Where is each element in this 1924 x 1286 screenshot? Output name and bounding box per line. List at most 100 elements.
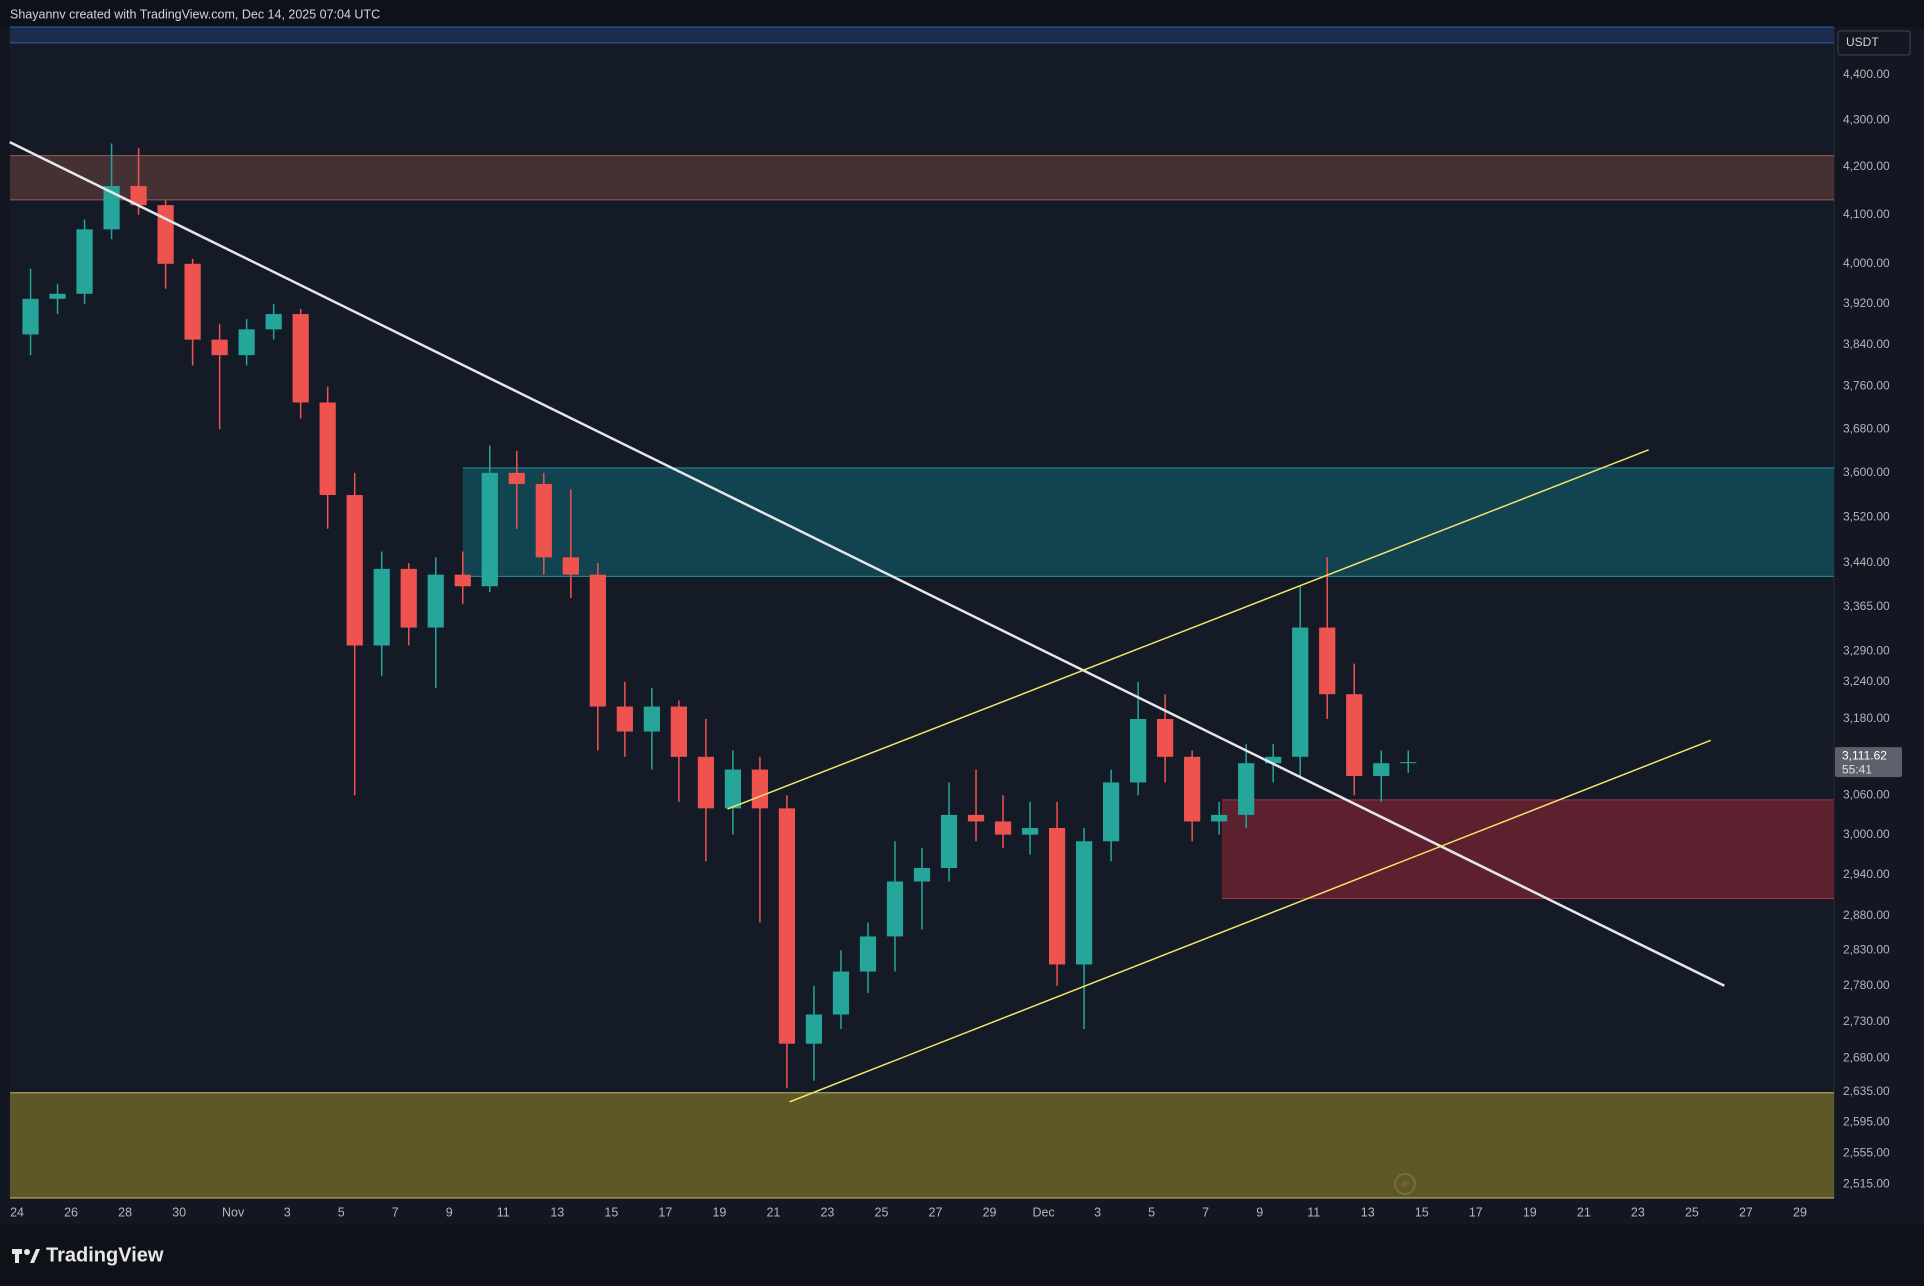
price-zone (1221, 799, 1834, 899)
y-tick-label: 3,920.00 (1843, 296, 1890, 310)
y-tick-label: 4,100.00 (1843, 207, 1890, 221)
candle-body (49, 293, 66, 299)
x-tick-label: 5 (338, 1205, 345, 1219)
candle-body (805, 1014, 823, 1044)
x-tick-label: 11 (497, 1205, 510, 1219)
x-tick-label: 27 (1739, 1205, 1753, 1219)
candle-body (1292, 627, 1309, 757)
brand-name: TradingView (46, 1244, 164, 1266)
y-tick-label: 4,200.00 (1843, 159, 1890, 173)
last-price-box (1835, 747, 1902, 778)
x-tick-label: 17 (658, 1205, 672, 1219)
y-tick-label: 3,180.00 (1843, 711, 1890, 725)
x-tick-label: 9 (1256, 1205, 1263, 1219)
x-tick-label: 23 (1631, 1205, 1645, 1219)
candle-body (481, 472, 498, 587)
trendline (9, 140, 1725, 987)
candle-body (994, 821, 1012, 835)
x-tick-label: 28 (118, 1205, 132, 1219)
trendline (727, 449, 1649, 810)
candle-body (832, 971, 850, 1015)
candle-body (778, 808, 796, 1044)
y-tick-label: 3,680.00 (1843, 421, 1890, 435)
x-tick-label: 19 (712, 1205, 726, 1219)
x-tick-label: 25 (875, 1205, 889, 1219)
candle-body (1373, 763, 1390, 776)
footer-bar (0, 1224, 1924, 1286)
candle-body (1238, 763, 1255, 815)
candle-body (1157, 719, 1174, 757)
y-tick-label: 2,830.00 (1843, 943, 1890, 957)
y-tick-label: 3,365.00 (1843, 599, 1890, 613)
candle-body (1130, 719, 1147, 783)
candle-body (886, 881, 904, 937)
price-zone (10, 155, 1834, 200)
candle-body (670, 706, 687, 757)
candle-body (1319, 627, 1336, 695)
x-tick-label: 23 (820, 1205, 834, 1219)
candle-body (1184, 756, 1201, 822)
candle-body (103, 185, 120, 230)
y-tick-label: 2,680.00 (1843, 1051, 1890, 1065)
candle-body (508, 472, 525, 484)
y-tick-label: 3,000.00 (1843, 827, 1890, 841)
candle-body (751, 769, 769, 809)
x-tick-label: 7 (1202, 1205, 1209, 1219)
candle-body (940, 814, 958, 868)
candle-body (238, 329, 255, 356)
header-credit: Shayannv created with TradingView.com, D… (10, 7, 380, 21)
candle-body (400, 568, 417, 628)
candle-body (22, 298, 39, 335)
y-tick-label: 2,635.00 (1843, 1084, 1890, 1098)
candle-body (859, 936, 877, 972)
candle-body (1102, 782, 1120, 842)
x-tick-label: 21 (766, 1205, 780, 1219)
candle-body (346, 495, 363, 646)
currency-box (1837, 30, 1911, 56)
last-price-label: 3,111.62 (1842, 748, 1887, 762)
candle-body (1211, 814, 1228, 822)
candle-body (454, 574, 471, 587)
x-tick-label: 3 (284, 1205, 291, 1219)
currency-label: USDT (1846, 35, 1879, 49)
price-zone (10, 27, 1834, 43)
x-tick-label: 21 (1577, 1205, 1591, 1219)
price-zone (462, 467, 1834, 577)
candle-body (562, 557, 579, 575)
chart-layer: 4,400.00 4,300.00 4,200.00 4,100.00 4,000.00… (9, 26, 1902, 1219)
x-tick-label: 15 (604, 1205, 618, 1219)
x-tick-label: 5 (1148, 1205, 1155, 1219)
x-tick-label: 9 (446, 1205, 453, 1219)
candle-body (1075, 841, 1093, 965)
x-tick-label: 27 (929, 1205, 943, 1219)
brand-logo (12, 1249, 40, 1263)
y-tick-label: 2,780.00 (1843, 978, 1890, 992)
x-tick-label: 17 (1469, 1205, 1483, 1219)
y-tick-label: 2,880.00 (1843, 908, 1890, 922)
candle-body (373, 568, 390, 646)
x-tick-label: 19 (1523, 1205, 1537, 1219)
candle-body (1021, 828, 1039, 835)
candle-body (913, 867, 931, 882)
candle-body (292, 314, 309, 403)
countdown-label: 55:41 (1842, 762, 1872, 776)
x-tick-label: Nov (222, 1205, 245, 1219)
x-tick-label: 26 (64, 1205, 78, 1219)
y-tick-label: 3,290.00 (1843, 644, 1890, 658)
y-tick-label: 3,440.00 (1843, 555, 1890, 569)
candle-body (319, 402, 336, 496)
y-tick-label: 4,400.00 (1843, 67, 1890, 81)
x-tick-label: 25 (1685, 1205, 1699, 1219)
candle-body (1400, 762, 1417, 764)
y-tick-label: 2,515.00 (1843, 1177, 1890, 1191)
x-tick-label: 13 (1361, 1205, 1375, 1219)
y-tick-label: 3,600.00 (1843, 465, 1890, 479)
y-tick-label: 4,000.00 (1843, 256, 1890, 270)
candle-body (211, 339, 228, 356)
header-bar (0, 0, 1924, 27)
x-tick-label: 15 (1415, 1205, 1429, 1219)
candle-body (1265, 756, 1282, 764)
plot-area (10, 27, 1833, 1198)
y-tick-label: 2,940.00 (1843, 867, 1890, 881)
